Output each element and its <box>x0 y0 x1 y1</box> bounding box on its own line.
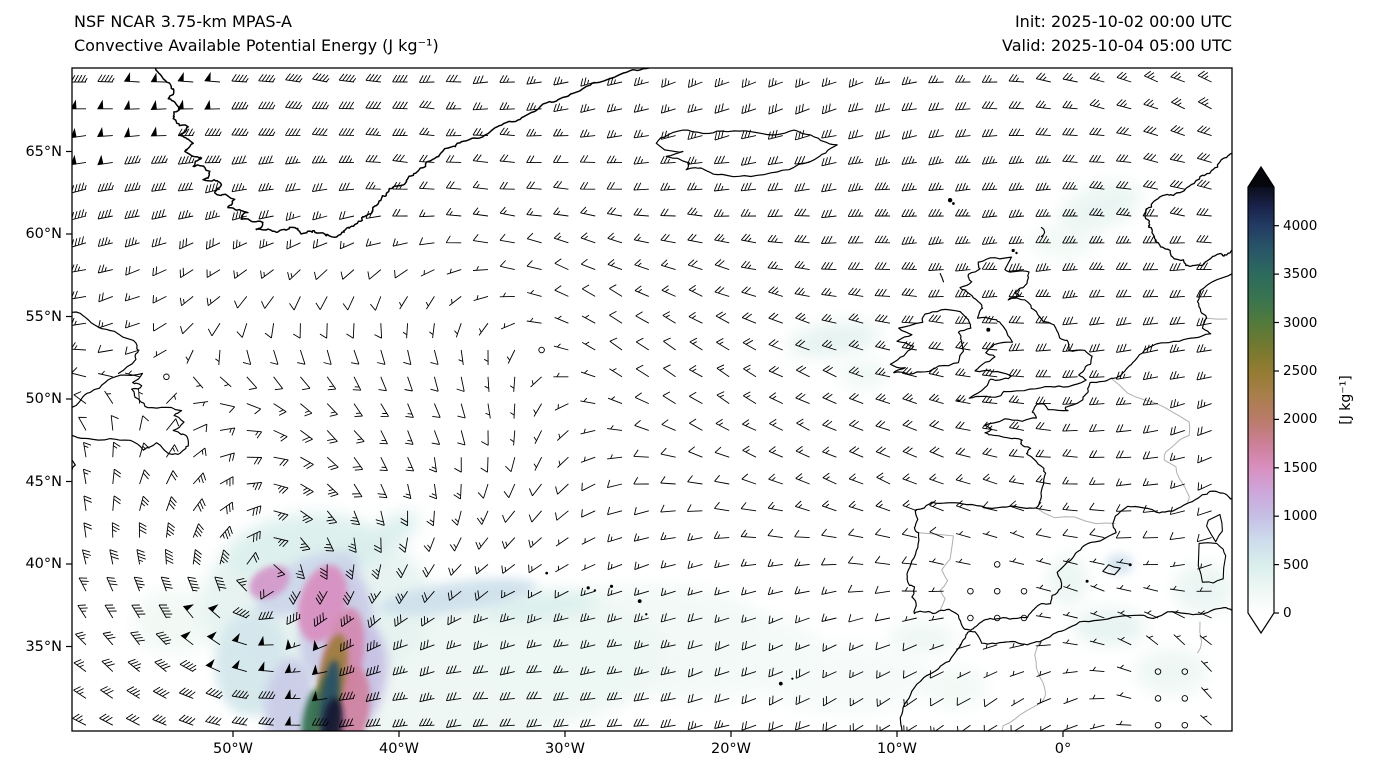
coastline-greenland <box>152 68 651 239</box>
coastline-continental-europe <box>906 273 1232 631</box>
title-block: NSF NCAR 3.75-km MPAS-A Convective Avail… <box>74 10 439 58</box>
lat-tick-label: 65°N <box>25 143 62 160</box>
islands-layer <box>545 198 1132 686</box>
island-dot <box>778 681 783 686</box>
colorbar-tick-label: 4000 <box>1283 217 1318 234</box>
island-dot <box>791 677 794 680</box>
lat-tick-label: 45°N <box>25 473 62 490</box>
lon-tick-label: 30°W <box>544 741 586 757</box>
lon-tick-label: 20°W <box>710 741 752 757</box>
island-dot <box>952 202 955 205</box>
coastline-great-britain <box>959 256 1093 399</box>
coastline-newfoundland <box>72 372 189 455</box>
init-time: Init: 2025-10-02 00:00 UTC <box>1014 12 1232 31</box>
cape-shading-layer <box>133 182 1232 731</box>
island-dot <box>986 327 991 332</box>
axis-ticks <box>66 150 1064 737</box>
country-borders-layer <box>918 317 1228 731</box>
coastline-norway <box>1144 152 1232 268</box>
island-dot <box>593 589 597 592</box>
island-dot <box>645 613 648 616</box>
coastline-shetland <box>1040 226 1046 238</box>
lat-tick-label: 60°N <box>25 226 62 242</box>
colorbar-over-arrow <box>1248 167 1274 187</box>
island-dot <box>609 584 614 588</box>
colorbar-tick-label: 2500 <box>1283 362 1318 379</box>
country-border <box>1197 621 1203 654</box>
lat-tick-label: 40°N <box>25 556 62 572</box>
colorbar-tick-label: 3500 <box>1283 266 1318 283</box>
coastline-north-africa <box>899 607 1232 731</box>
colorbar-under-arrow <box>1248 613 1274 633</box>
colorbar-tick-label: 0 <box>1283 605 1292 621</box>
island-dot <box>1015 251 1018 255</box>
coastline-labrador <box>72 311 139 374</box>
lon-tick-label: 0° <box>1054 741 1072 757</box>
island-dot <box>1011 248 1015 253</box>
coastline-mallorca <box>1102 564 1121 576</box>
coastline-iceland <box>655 129 838 178</box>
colorbar-tick-label: 3000 <box>1283 314 1318 331</box>
island-dot <box>947 198 953 203</box>
island-dot <box>637 599 642 603</box>
country-border <box>1206 317 1228 320</box>
colorbar-tick-label: 2000 <box>1283 411 1318 428</box>
colorbar-tick-label: 1000 <box>1283 508 1318 525</box>
coastline-corsica <box>1206 513 1223 543</box>
coastline-ireland <box>889 308 972 375</box>
colorbar-tick-label: 500 <box>1283 556 1309 573</box>
colorbar-outline <box>1247 165 1275 635</box>
model-title: NSF NCAR 3.75-km MPAS-A <box>74 12 292 31</box>
coastline-sardinia <box>1197 542 1227 584</box>
time-block: Init: 2025-10-02 00:00 UTC Valid: 2025-1… <box>1002 10 1232 58</box>
lon-tick-label: 50°W <box>212 741 254 757</box>
lat-tick-label: 50°N <box>25 391 62 407</box>
country-border <box>1001 641 1047 731</box>
map-layers <box>72 68 1232 731</box>
lon-tick-label: 10°W <box>876 741 918 757</box>
island-dot <box>1085 579 1089 583</box>
colorbar-tick-label: 1500 <box>1283 459 1318 476</box>
wind-barbs-layer <box>72 70 1212 731</box>
country-border <box>918 532 954 611</box>
field-title: Convective Available Potential Energy (J… <box>74 36 439 55</box>
lat-tick-label: 55°N <box>25 308 62 325</box>
country-border <box>1036 507 1116 525</box>
colorbar-unit-label: [J kg⁻¹] <box>1338 375 1354 425</box>
island-dot <box>545 571 549 575</box>
island-dot <box>586 586 590 590</box>
lat-tick-label: 35°N <box>25 638 62 655</box>
valid-time: Valid: 2025-10-04 05:00 UTC <box>1001 36 1232 55</box>
country-border <box>1110 378 1191 503</box>
lon-tick-label: 40°W <box>378 741 420 757</box>
colorbar <box>1247 165 1279 635</box>
coastline-outer-hebrides <box>939 273 945 283</box>
